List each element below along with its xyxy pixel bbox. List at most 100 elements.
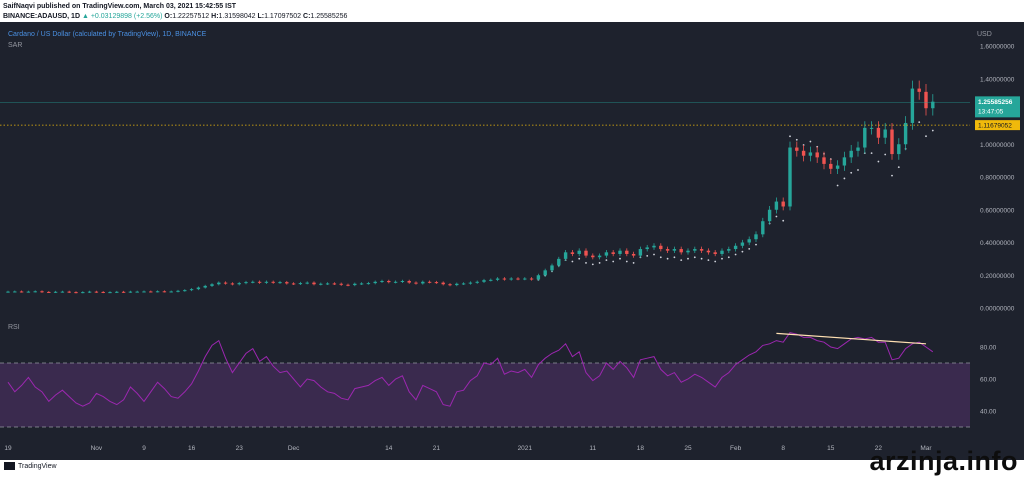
candle-body: [448, 284, 452, 286]
candle-body: [808, 152, 813, 156]
candle-body: [611, 252, 615, 254]
sar-dot: [646, 254, 649, 257]
sar-dot: [700, 257, 703, 260]
candle-body: [699, 249, 704, 251]
candle-body: [563, 252, 568, 259]
candle-body: [795, 147, 799, 151]
sar-dot: [897, 166, 900, 169]
candle-body: [128, 291, 133, 293]
x-tick-label: 2021: [518, 445, 533, 452]
candle-body: [346, 284, 350, 286]
sar-dot: [836, 184, 839, 187]
candle-body: [169, 291, 173, 293]
candle-body: [706, 250, 711, 253]
candle-body: [536, 275, 541, 280]
candle-body: [931, 101, 935, 109]
candle-body: [380, 280, 384, 282]
sar-dot: [843, 177, 846, 180]
candle-body: [271, 281, 275, 283]
candle-body: [13, 291, 17, 293]
candle-body: [468, 282, 473, 284]
candle-body: [325, 283, 330, 285]
candle-body: [604, 252, 609, 256]
candle-body: [121, 291, 126, 293]
candle-body: [373, 281, 377, 284]
x-tick-label: 14: [385, 445, 393, 452]
candle-body: [924, 91, 928, 109]
x-tick-label: Nov: [91, 445, 103, 452]
sar-dot: [659, 256, 662, 259]
candle-body: [251, 281, 255, 283]
x-tick-label: 22: [875, 445, 883, 452]
candle-body: [679, 249, 683, 253]
candle-body: [455, 283, 459, 286]
candle-body: [618, 250, 622, 254]
candle-body: [223, 282, 228, 284]
sar-dot: [591, 263, 594, 266]
candle-body: [108, 292, 112, 294]
level-price-badge: [975, 120, 1020, 131]
candle-body: [876, 127, 881, 138]
sar-dot: [605, 259, 608, 262]
sar-dot: [571, 260, 574, 263]
sar-dot: [666, 257, 669, 260]
candle-body: [339, 283, 343, 285]
currency-label: USD: [977, 31, 992, 38]
sar-dot: [870, 152, 873, 154]
x-tick-label: 21: [433, 445, 441, 452]
sar-dot: [585, 262, 587, 264]
rsi-trendline: [776, 332, 927, 345]
open-label: O:: [164, 13, 173, 20]
x-tick-label: 18: [637, 445, 645, 452]
candle-body: [917, 88, 921, 92]
candle-body: [67, 291, 71, 293]
chart-canvas[interactable]: Cardano / US Dollar (calculated by Tradi…: [0, 22, 1024, 460]
candle-body: [81, 292, 85, 294]
candle-body: [387, 280, 391, 283]
sar-dot: [625, 260, 628, 263]
candle-body: [162, 291, 167, 293]
candle-body: [740, 242, 745, 246]
candle-body: [305, 282, 309, 284]
high-label: H:: [211, 13, 219, 20]
candle-body: [883, 129, 887, 138]
candle-body: [495, 278, 500, 280]
sar-dot: [795, 138, 798, 141]
sar-dot: [809, 140, 812, 143]
candle-body: [319, 283, 323, 285]
sar-dot: [619, 257, 621, 260]
candle-body: [591, 255, 595, 258]
sar-dot: [884, 153, 887, 156]
low-label: L:: [257, 13, 265, 20]
candle-body: [482, 280, 486, 282]
candle-body: [631, 253, 636, 256]
candle-body: [597, 255, 602, 258]
chart-area[interactable]: Cardano / US Dollar (calculated by Tradi…: [0, 22, 1024, 460]
candle-body: [869, 127, 874, 129]
price-change: ▲ +0.03129898 (+2.56%): [81, 13, 163, 20]
sar-dot: [741, 250, 744, 253]
candle-body: [26, 291, 31, 293]
candle-body: [366, 283, 371, 285]
candle-body: [353, 283, 357, 286]
watermark: arzinja.info: [869, 446, 1018, 476]
candle-body: [441, 282, 445, 285]
candle-body: [713, 252, 717, 254]
price-tick-label: 0.60000000: [980, 207, 1015, 214]
candle-body: [47, 291, 51, 293]
price-tick-label: 1.00000000: [980, 142, 1015, 149]
sar-dot: [850, 171, 853, 174]
candle-body: [298, 283, 303, 285]
candle-body: [332, 283, 337, 285]
candle-body: [835, 165, 840, 169]
candle-body: [264, 281, 269, 283]
candle-body: [461, 283, 466, 285]
rsi-tick-label: 40.00: [980, 409, 997, 416]
candle-body: [509, 278, 513, 280]
sar-dot: [632, 262, 635, 264]
x-tick-label: Dec: [288, 445, 300, 452]
sar-dot: [653, 253, 655, 256]
price-tick-label: 0.20000000: [980, 273, 1015, 280]
high-value: 1.31598042: [218, 13, 256, 20]
sar-dot: [598, 262, 601, 264]
